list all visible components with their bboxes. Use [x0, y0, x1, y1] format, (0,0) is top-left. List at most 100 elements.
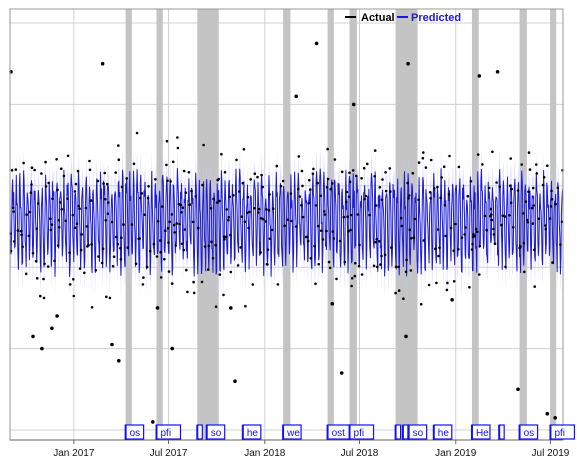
event-flag[interactable]: [401, 424, 409, 440]
actual-point: [226, 218, 230, 222]
legend: Actual Predicted: [345, 12, 461, 24]
actual-point: [519, 245, 522, 248]
actual-point: [97, 255, 100, 258]
actual-point: [376, 265, 379, 269]
actual-point: [530, 206, 534, 210]
actual-point: [21, 245, 24, 248]
event-flag[interactable]: [498, 424, 505, 440]
event-flag-label: os: [130, 428, 141, 439]
actual-point: [142, 276, 145, 279]
actual-point: [457, 165, 461, 169]
event-flag[interactable]: os: [518, 424, 539, 440]
actual-point: [470, 248, 474, 251]
actual-point: [96, 179, 100, 183]
actual-point: [509, 157, 512, 160]
actual-point: [210, 240, 213, 244]
x-tick-label: Jan 2017: [53, 448, 95, 459]
actual-point: [244, 304, 247, 308]
actual-point: [72, 294, 76, 298]
actual-point: [554, 202, 557, 206]
actual-point: [388, 167, 392, 170]
actual-point: [498, 185, 502, 189]
actual-point: [20, 233, 23, 237]
x-axis: Jan 2017 Jul 2017 Jan 2018 Jul 2018 Jan 2019…: [53, 440, 570, 459]
actual-point: [435, 281, 438, 285]
actual-point: [351, 169, 355, 172]
actual-outlier-point: [404, 334, 408, 339]
actual-point: [348, 180, 352, 184]
actual-point: [444, 234, 448, 238]
actual-point: [253, 172, 257, 175]
actual-point: [35, 227, 38, 230]
event-flag[interactable]: pfi: [348, 424, 375, 440]
actual-point: [550, 189, 553, 193]
actual-point: [100, 261, 104, 265]
actual-point: [325, 186, 329, 189]
event-flag[interactable]: he: [432, 424, 453, 440]
actual-point: [203, 245, 207, 248]
actual-point: [58, 201, 62, 204]
actual-point: [88, 159, 91, 163]
actual-point: [475, 230, 479, 234]
actual-point: [537, 217, 541, 220]
actual-point: [379, 263, 382, 266]
actual-point: [508, 213, 511, 217]
actual-outlier-point: [495, 70, 500, 74]
event-flag[interactable]: pfi: [549, 424, 576, 440]
actual-point: [223, 171, 227, 174]
actual-point: [413, 217, 417, 221]
actual-point: [503, 215, 507, 218]
actual-point: [354, 261, 357, 265]
actual-point: [466, 194, 470, 198]
actual-point: [286, 218, 290, 221]
event-flag[interactable]: [394, 424, 402, 440]
actual-point: [406, 181, 409, 185]
actual-point: [439, 196, 442, 200]
actual-point: [314, 282, 317, 286]
actual-point: [85, 225, 89, 228]
actual-point: [320, 229, 323, 232]
actual-outlier-point: [229, 306, 233, 310]
actual-point: [463, 233, 466, 236]
actual-point: [281, 179, 285, 183]
actual-point: [448, 154, 451, 158]
actual-point: [346, 215, 349, 219]
legend-actual-label: Actual: [361, 12, 395, 24]
event-flag[interactable]: He: [470, 424, 491, 440]
actual-point: [88, 168, 92, 172]
actual-point: [400, 216, 403, 220]
event-flag[interactable]: os: [124, 424, 145, 440]
actual-point: [42, 296, 46, 300]
actual-point: [135, 131, 139, 135]
actual-point: [404, 270, 408, 274]
actual-point: [368, 213, 371, 217]
actual-point: [35, 277, 39, 280]
actual-point: [397, 265, 401, 269]
actual-point: [242, 148, 246, 151]
actual-point: [323, 213, 327, 216]
actual-outlier-point: [50, 326, 54, 331]
actual-point: [218, 199, 221, 203]
actual-point: [251, 283, 255, 286]
actual-point: [452, 280, 456, 283]
actual-point: [147, 185, 150, 188]
event-flag[interactable]: so: [407, 424, 428, 440]
actual-point: [80, 233, 83, 236]
actual-point: [427, 283, 431, 287]
event-flag[interactable]: we: [282, 424, 302, 440]
actual-point: [422, 239, 426, 242]
actual-outlier-point: [31, 334, 35, 339]
event-flag[interactable]: so: [205, 424, 226, 440]
actual-point: [349, 228, 352, 232]
event-flag[interactable]: pfi: [155, 424, 182, 440]
actual-point: [227, 216, 230, 219]
event-flag[interactable]: he: [241, 424, 262, 440]
event-flag[interactable]: ost: [326, 424, 353, 440]
actual-point: [381, 178, 384, 181]
event-flag[interactable]: [196, 424, 203, 440]
actual-point: [328, 266, 332, 270]
actual-point: [184, 191, 188, 194]
actual-point: [308, 178, 311, 182]
actual-point: [268, 237, 272, 240]
actual-point: [77, 204, 80, 208]
